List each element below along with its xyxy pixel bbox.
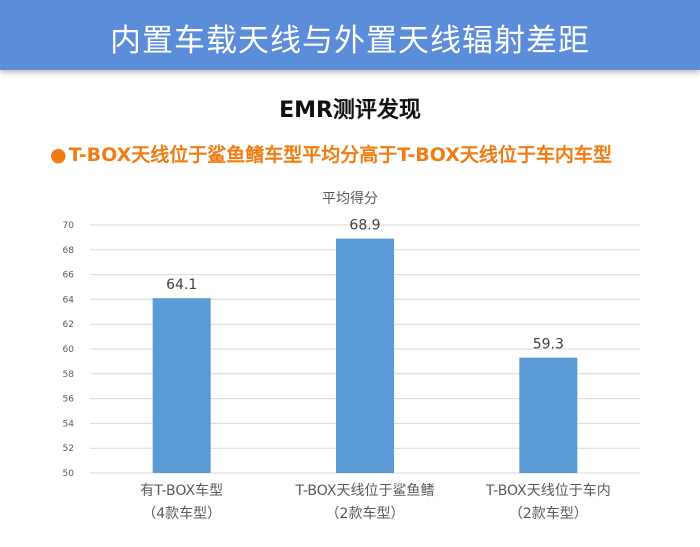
finding-text: T-BOX天线位于鲨鱼鳍车型平均分高于T-BOX天线位于车内车型 [68, 144, 612, 166]
y-tick-label: 62 [63, 320, 74, 330]
y-tick-label: 68 [63, 246, 75, 256]
chart-title: 平均得分 [322, 190, 378, 207]
bar [152, 298, 211, 473]
finding-line: ● T-BOX天线位于鲨鱼鳍车型平均分高于T-BOX天线位于车内车型 [50, 140, 612, 167]
bar-chart: 50 52 54 56 58 60 62 64 66 68 70 64.1 68.9 59.3 有T-B… [63, 190, 640, 522]
y-tick-label: 54 [63, 419, 75, 429]
y-tick-label: 64 [63, 295, 75, 305]
y-tick-label: 50 [63, 469, 75, 479]
bars [152, 238, 578, 473]
bullet-dot: ● [50, 144, 67, 166]
x-tick-label: T-BOX天线位于车内 [485, 482, 611, 499]
y-tick-label: 66 [63, 271, 75, 281]
x-tick-label: （2款车型） [326, 505, 405, 522]
y-tick-label: 58 [63, 370, 75, 380]
x-tick-label: （4款车型） [142, 505, 221, 522]
section-heading: EMR测评发现 [279, 98, 421, 123]
x-axis-labels: 有T-BOX车型 （4款车型） T-BOX天线位于鲨鱼鳍 （2款车型） T-BOX天线位… [140, 482, 611, 522]
y-tick-label: 52 [63, 444, 74, 454]
y-axis-ticks: 50 52 54 56 58 60 62 64 66 68 70 [63, 221, 75, 479]
bar [336, 238, 394, 473]
data-label: 59.3 [533, 337, 564, 353]
data-label: 64.1 [166, 277, 197, 293]
x-tick-label: 有T-BOX车型 [140, 482, 223, 499]
header-banner: 内置车载天线与外置天线辐射差距 [0, 0, 700, 70]
y-tick-label: 70 [63, 221, 75, 231]
data-labels: 64.1 68.9 59.3 [166, 218, 564, 353]
data-label: 68.9 [349, 218, 380, 234]
y-tick-label: 56 [63, 395, 75, 405]
x-tick-label: T-BOX天线位于鲨鱼鳍 [295, 482, 435, 499]
bar [519, 357, 578, 473]
y-tick-label: 60 [63, 345, 75, 355]
page-title: 内置车载天线与外置天线辐射差距 [110, 23, 590, 59]
x-tick-label: （2款车型） [509, 505, 588, 522]
